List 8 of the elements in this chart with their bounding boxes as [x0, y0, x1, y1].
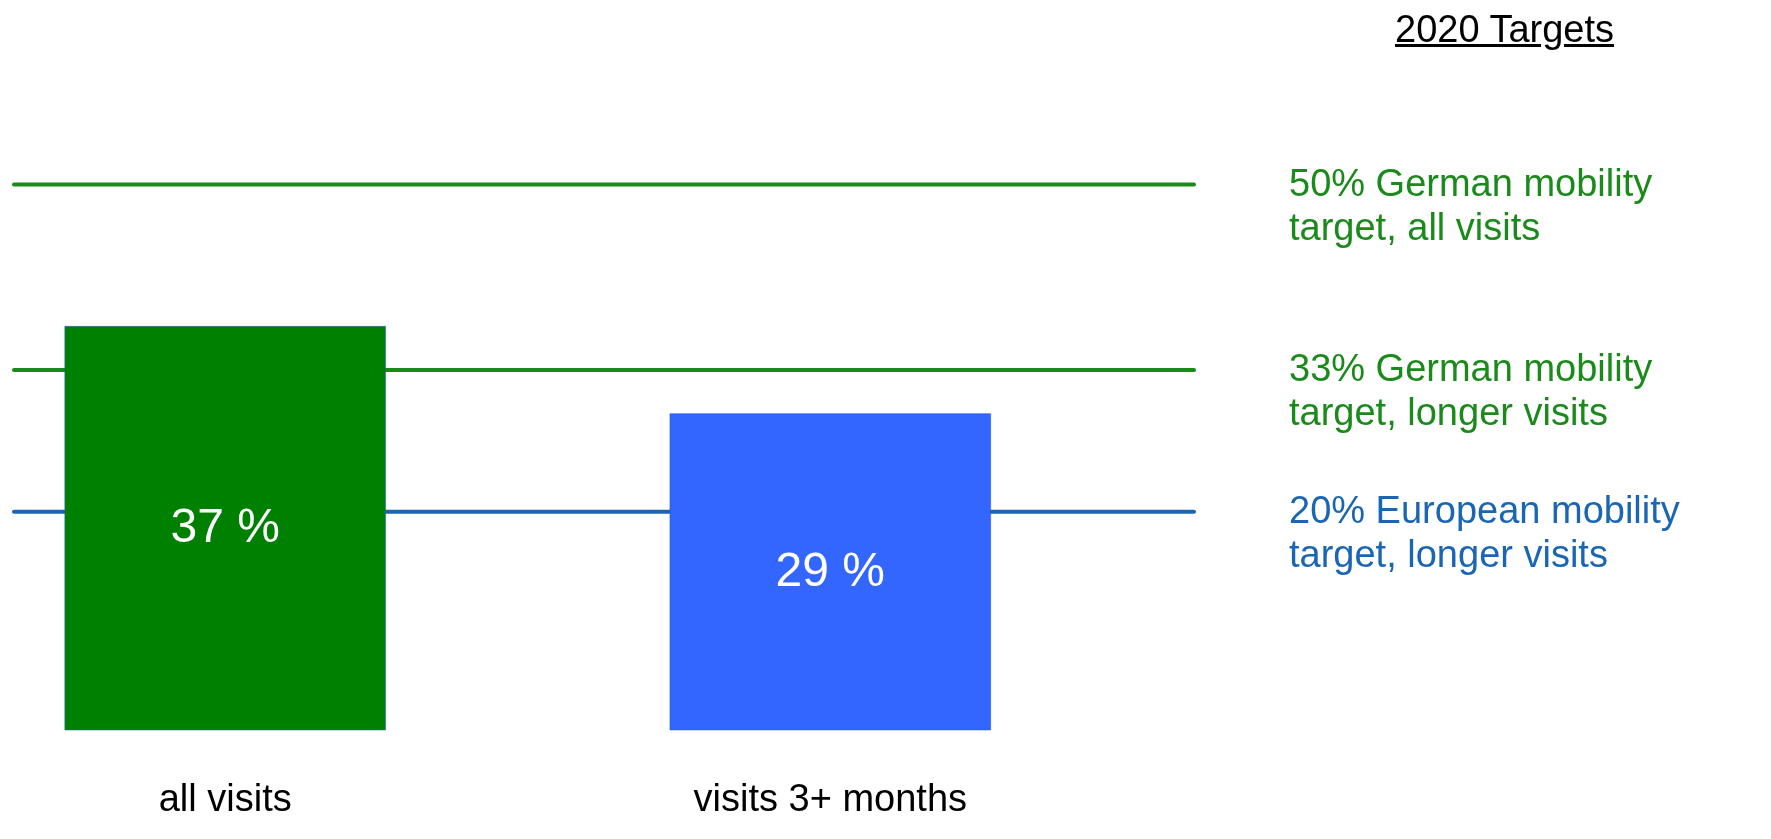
data-label: 37 % — [170, 499, 280, 553]
x-tick-label: all visits — [158, 776, 292, 819]
ref-line-label: 33% German mobility target, longer visits — [1289, 347, 1653, 433]
text: 2020 Targets — [1395, 8, 1615, 51]
data-label: 29 % — [775, 542, 886, 596]
ref-line-label: 50% German mobility target, all visits — [1289, 161, 1653, 248]
x-tick-label: visits 3+ months — [693, 776, 968, 819]
ref-line-label: 20% European mobility target, longer visits — [1289, 488, 1680, 575]
